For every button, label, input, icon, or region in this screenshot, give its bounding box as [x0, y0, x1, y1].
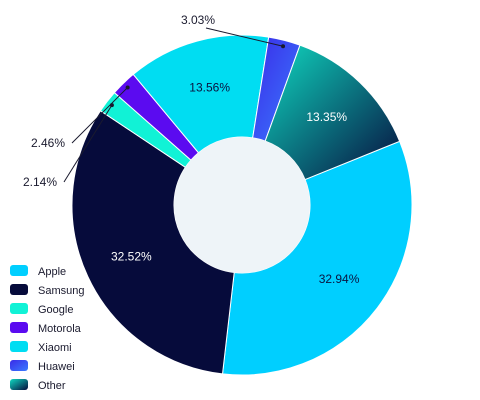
slice-label-google: 2.14% [23, 175, 57, 189]
legend-label-apple: Apple [38, 266, 66, 278]
legend-swatch-samsung [10, 284, 28, 295]
slice-labels: 32.94% 32.52% 2.14% 2.46% 13.56% 3.03% 13.35% [23, 13, 360, 286]
legend-swatch-apple [10, 265, 28, 276]
legend: Apple Samsung Google Motorola Xiaomi Huawei Ot… [10, 265, 84, 392]
slice-label-other: 13.35% [306, 110, 347, 124]
slice-label-samsung: 32.52% [111, 249, 152, 263]
donut-slices [71, 34, 413, 376]
leader-line-google [63, 104, 113, 183]
legend-label-google: Google [38, 304, 73, 316]
legend-label-xiaomi: Xiaomi [38, 342, 72, 354]
leader-dot-huawei [281, 44, 286, 49]
legend-label-huawei: Huawei [38, 361, 75, 373]
leader-dot-motorola [125, 85, 130, 90]
leader-line-motorola [71, 87, 128, 144]
donut-center [174, 137, 310, 273]
legend-label-motorola: Motorola [38, 323, 82, 335]
legend-swatch-huawei [10, 360, 28, 371]
legend-label-samsung: Samsung [38, 285, 84, 297]
legend-swatch-other [10, 379, 28, 390]
legend-swatch-google [10, 303, 28, 314]
slice-label-apple: 32.94% [319, 272, 360, 286]
legend-swatch-xiaomi [10, 341, 28, 352]
legend-label-other: Other [38, 380, 66, 392]
legend-swatch-motorola [10, 322, 28, 333]
leader-line-huawei [205, 27, 284, 47]
slice-label-huawei: 3.03% [181, 13, 215, 27]
slice-label-xiaomi: 13.56% [189, 80, 230, 94]
slice-label-motorola: 2.46% [31, 136, 65, 150]
